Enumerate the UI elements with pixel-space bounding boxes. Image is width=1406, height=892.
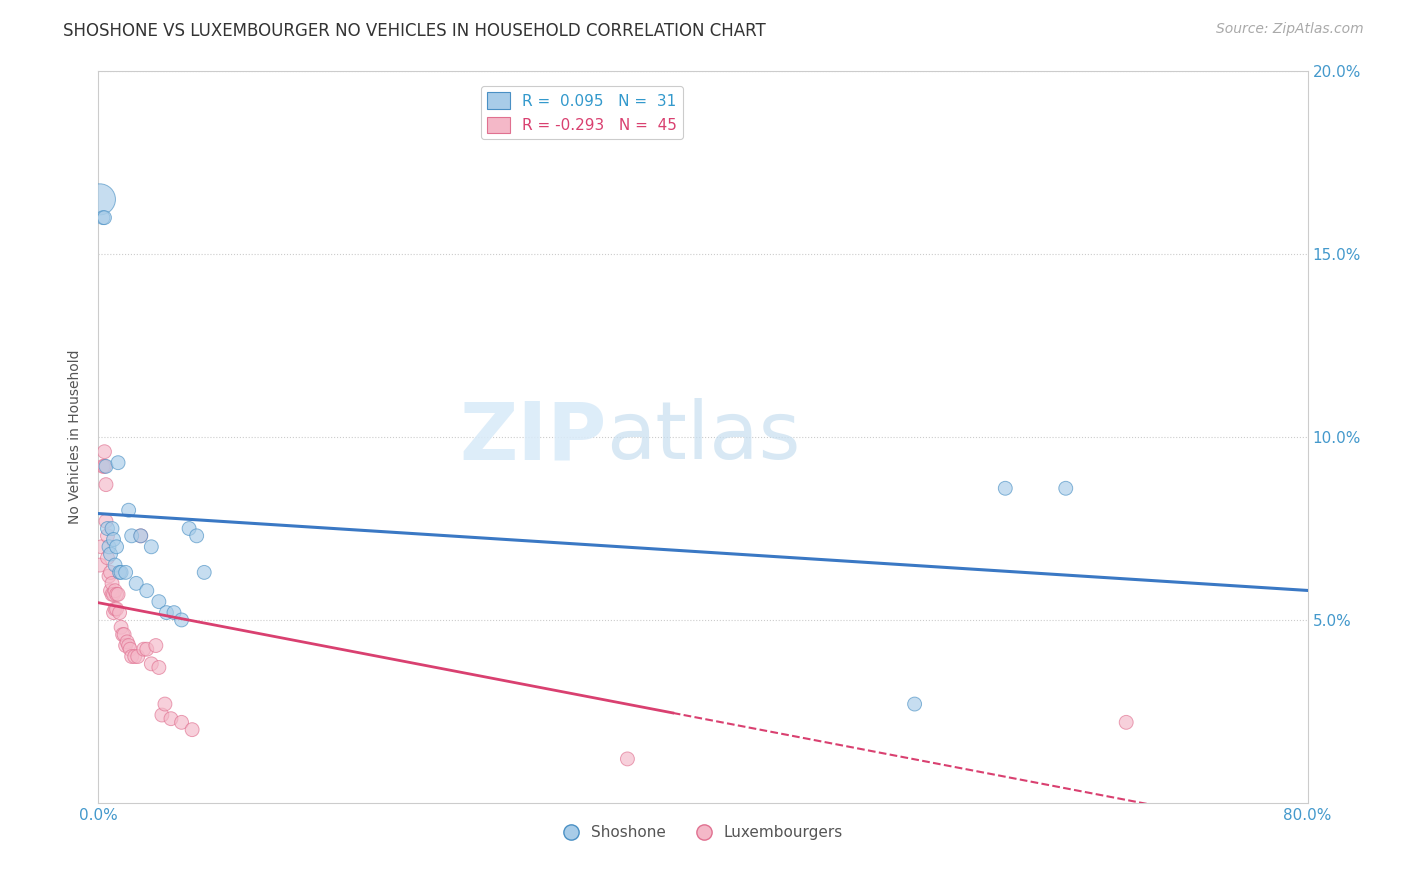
Point bbox=[93, 211, 115, 225]
Point bbox=[127, 649, 149, 664]
Point bbox=[103, 587, 125, 601]
Point bbox=[153, 697, 176, 711]
Point bbox=[124, 649, 146, 664]
Point bbox=[129, 529, 152, 543]
Point bbox=[94, 459, 117, 474]
Point bbox=[107, 587, 129, 601]
Point bbox=[135, 642, 157, 657]
Point bbox=[155, 606, 177, 620]
Point bbox=[105, 587, 128, 601]
Point bbox=[104, 558, 127, 573]
Point bbox=[89, 192, 111, 206]
Point bbox=[193, 566, 215, 580]
Point bbox=[96, 529, 118, 543]
Point bbox=[132, 642, 155, 657]
Y-axis label: No Vehicles in Household: No Vehicles in Household bbox=[69, 350, 83, 524]
Point bbox=[120, 642, 142, 657]
Point bbox=[904, 697, 927, 711]
Point bbox=[101, 587, 124, 601]
Point bbox=[616, 752, 638, 766]
Point bbox=[1054, 481, 1077, 495]
Point bbox=[89, 558, 111, 573]
Point bbox=[110, 566, 132, 580]
Text: SHOSHONE VS LUXEMBOURGER NO VEHICLES IN HOUSEHOLD CORRELATION CHART: SHOSHONE VS LUXEMBOURGER NO VEHICLES IN … bbox=[63, 22, 766, 40]
Point bbox=[93, 459, 115, 474]
Point bbox=[125, 576, 148, 591]
Point bbox=[181, 723, 204, 737]
Point bbox=[93, 444, 115, 458]
Point bbox=[100, 566, 122, 580]
Point bbox=[163, 606, 186, 620]
Point bbox=[100, 547, 122, 561]
Point bbox=[100, 583, 122, 598]
Point bbox=[103, 606, 125, 620]
Point bbox=[94, 477, 117, 491]
Point bbox=[141, 657, 163, 671]
Text: ZIP: ZIP bbox=[458, 398, 606, 476]
Point bbox=[105, 540, 128, 554]
Point bbox=[170, 613, 193, 627]
Point bbox=[103, 533, 125, 547]
Point bbox=[129, 529, 152, 543]
Point bbox=[107, 456, 129, 470]
Point bbox=[90, 540, 112, 554]
Point bbox=[150, 708, 173, 723]
Point bbox=[108, 606, 131, 620]
Point bbox=[135, 583, 157, 598]
Point bbox=[110, 620, 132, 634]
Point bbox=[108, 566, 131, 580]
Point bbox=[121, 529, 143, 543]
Point bbox=[170, 715, 193, 730]
Point bbox=[104, 583, 127, 598]
Point bbox=[186, 529, 208, 543]
Point bbox=[96, 521, 118, 535]
Point bbox=[101, 576, 124, 591]
Point bbox=[98, 569, 121, 583]
Point bbox=[148, 660, 170, 674]
Point bbox=[104, 602, 127, 616]
Point bbox=[112, 627, 135, 641]
Point bbox=[121, 649, 143, 664]
Point bbox=[179, 521, 201, 535]
Point bbox=[160, 712, 183, 726]
Point bbox=[1115, 715, 1137, 730]
Point bbox=[98, 540, 121, 554]
Point bbox=[114, 639, 136, 653]
Point bbox=[994, 481, 1017, 495]
Point bbox=[94, 514, 117, 528]
Point bbox=[114, 566, 136, 580]
Point bbox=[115, 635, 138, 649]
Point bbox=[148, 594, 170, 608]
Point bbox=[96, 550, 118, 565]
Text: Source: ZipAtlas.com: Source: ZipAtlas.com bbox=[1216, 22, 1364, 37]
Point bbox=[91, 211, 114, 225]
Point bbox=[118, 639, 141, 653]
Point bbox=[118, 503, 141, 517]
Point bbox=[145, 639, 167, 653]
Point bbox=[111, 627, 134, 641]
Legend: Shoshone, Luxembourgers: Shoshone, Luxembourgers bbox=[557, 819, 849, 847]
Point bbox=[105, 602, 128, 616]
Point bbox=[101, 521, 124, 535]
Point bbox=[141, 540, 163, 554]
Point bbox=[91, 459, 114, 474]
Text: atlas: atlas bbox=[606, 398, 800, 476]
